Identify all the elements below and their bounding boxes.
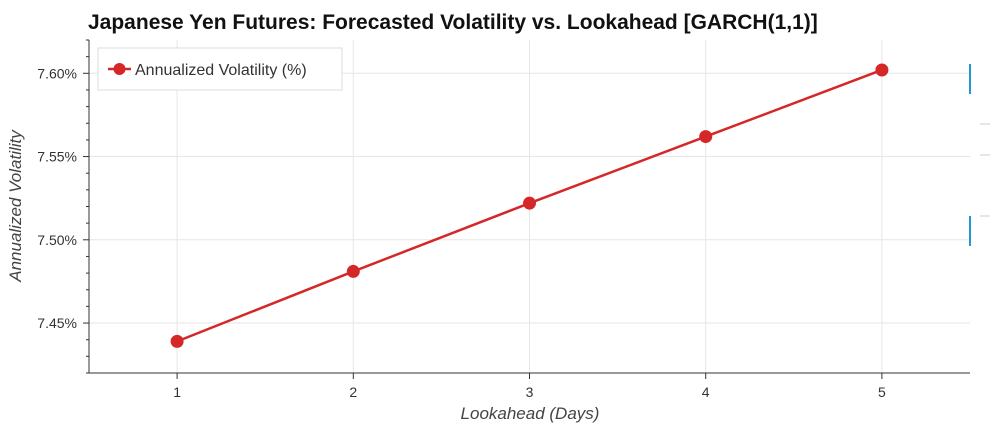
series (170, 63, 889, 348)
plot-area: 1 2 3 4 5 7.45% 7.50% 7.55% 7.60% (37, 39, 970, 400)
right-edge-toolbar (969, 64, 990, 246)
y-tick-label: 7.60% (37, 65, 77, 81)
y-axis-label: Annualized Volatility (6, 129, 25, 283)
x-tick-label: 4 (702, 384, 710, 400)
ticks: 1 2 3 4 5 7.45% 7.50% 7.55% 7.60% (37, 39, 886, 400)
y-tick-label: 7.50% (37, 232, 77, 248)
legend-box (97, 47, 343, 91)
legend-entry-label: Annualized Volatility (%) (135, 62, 307, 79)
x-tick-label: 2 (349, 384, 357, 400)
x-tick-label: 1 (173, 384, 181, 400)
legend[interactable]: Annualized Volatility (%) (97, 47, 343, 91)
data-point[interactable] (875, 63, 889, 77)
x-tick-label: 5 (878, 384, 886, 400)
data-point[interactable] (346, 264, 360, 278)
x-axis-label: Lookahead (Days) (461, 404, 600, 423)
data-point[interactable] (699, 130, 713, 144)
y-tick-label: 7.45% (37, 315, 77, 331)
x-tick-label: 3 (526, 384, 534, 400)
legend-marker-icon (113, 63, 126, 75)
data-point[interactable] (170, 334, 184, 348)
data-point[interactable] (523, 196, 536, 210)
y-tick-label: 7.55% (37, 149, 77, 165)
chart-title: Japanese Yen Futures: Forecasted Volatil… (88, 11, 818, 34)
